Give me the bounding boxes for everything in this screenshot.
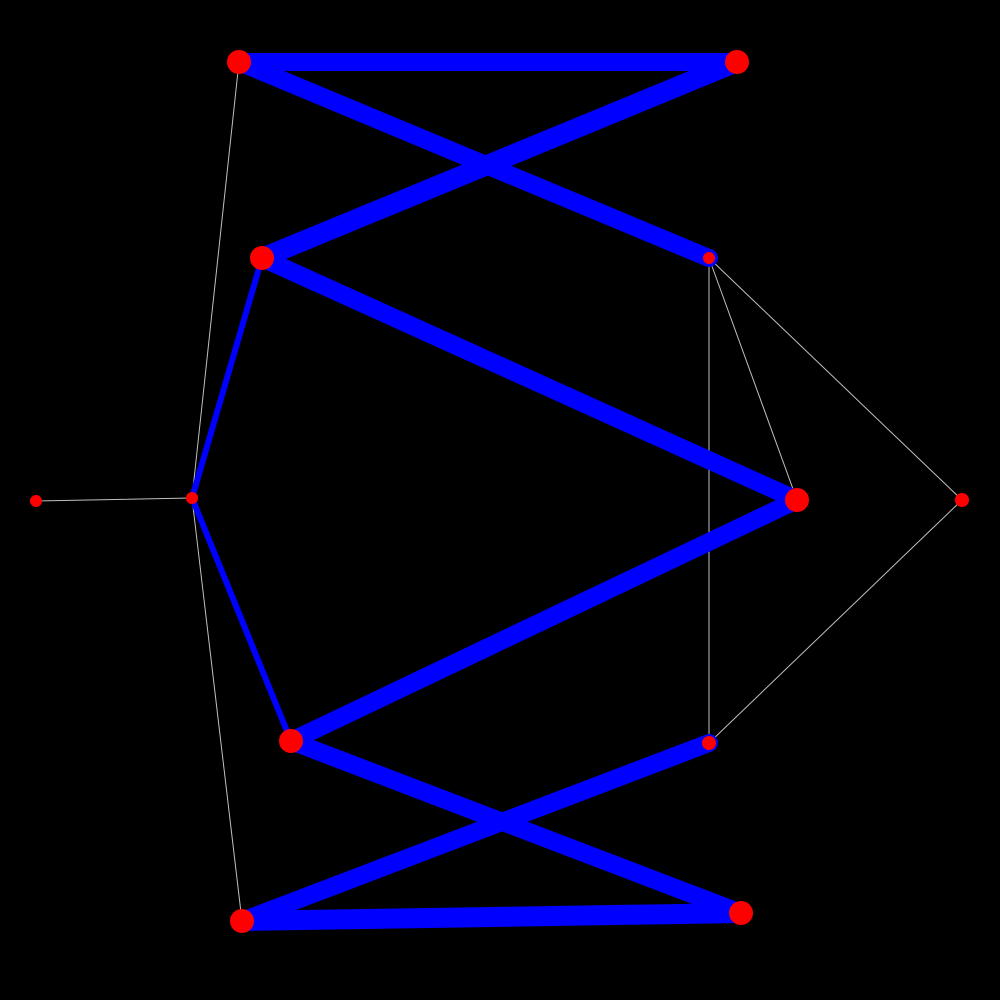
edges-layer [36, 62, 962, 921]
node [227, 50, 251, 74]
edge [262, 258, 797, 500]
nodes-layer [30, 50, 969, 933]
node [729, 901, 753, 925]
edge [242, 743, 709, 921]
node [955, 493, 969, 507]
network-diagram [0, 0, 1000, 1000]
node [30, 495, 42, 507]
edge [262, 62, 737, 258]
node [230, 909, 254, 933]
edge [192, 258, 262, 498]
edge [192, 62, 239, 498]
node [703, 252, 715, 264]
node [725, 50, 749, 74]
edge [709, 500, 962, 743]
node [785, 488, 809, 512]
node [279, 729, 303, 753]
edge [291, 741, 741, 913]
edge [291, 500, 797, 741]
edge [242, 913, 741, 921]
node [250, 246, 274, 270]
edge [36, 498, 192, 501]
node [186, 492, 198, 504]
node [702, 736, 716, 750]
edge [709, 258, 962, 500]
